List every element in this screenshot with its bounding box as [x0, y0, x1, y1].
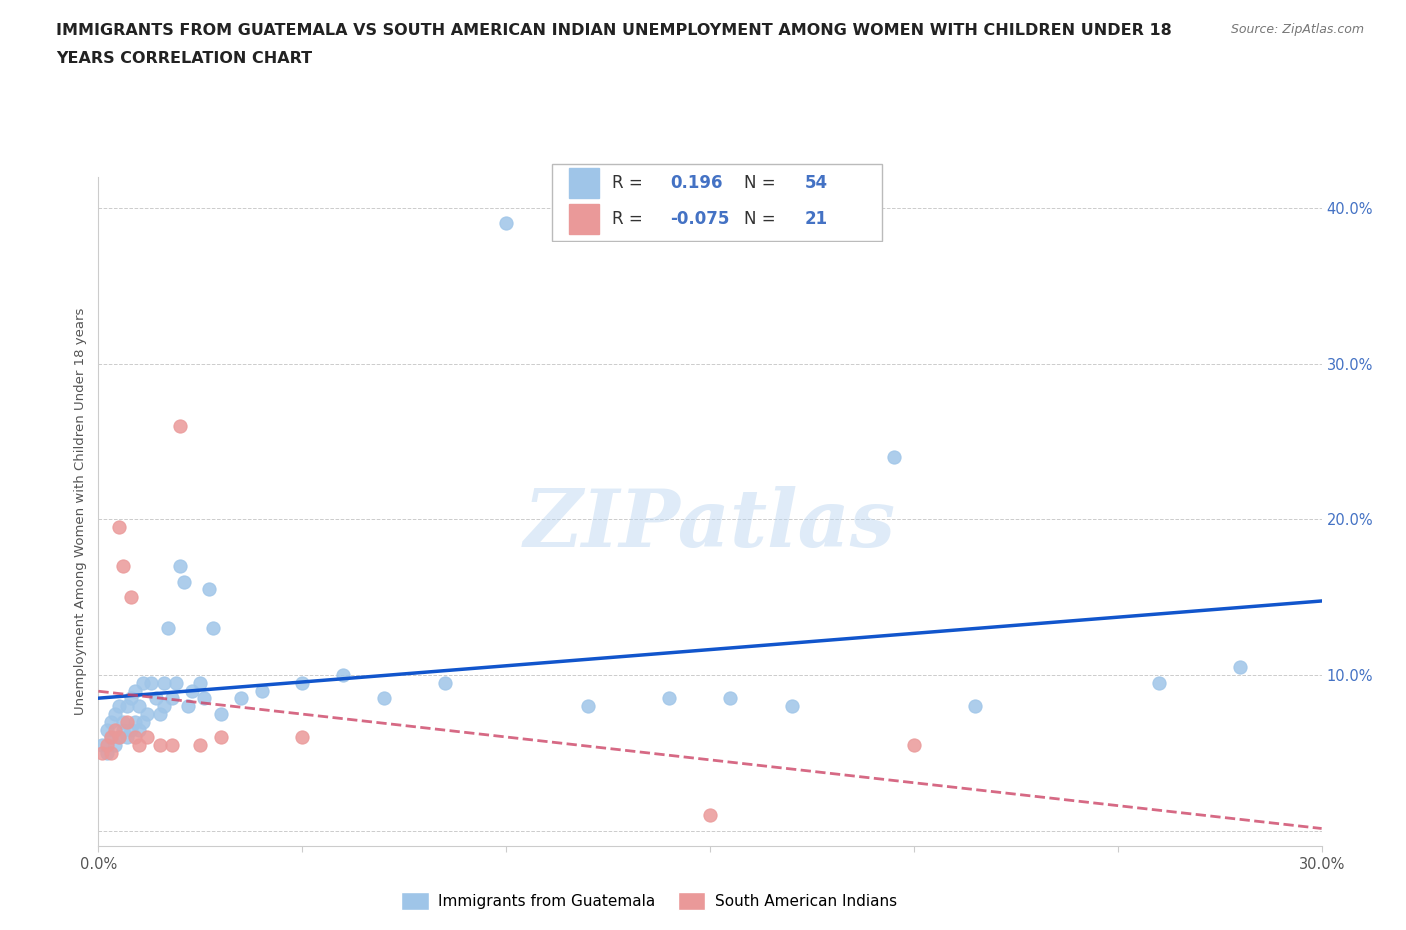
- Point: [100, 730, 122, 745]
- Point: [111, 559, 134, 574]
- Text: ZIPatlas: ZIPatlas: [524, 486, 896, 564]
- Point: [96, 737, 118, 752]
- Point: [188, 675, 212, 690]
- Point: [124, 714, 146, 729]
- Point: [115, 698, 138, 713]
- Point: [209, 730, 232, 745]
- Point: [373, 691, 395, 706]
- Point: [100, 714, 122, 729]
- Point: [124, 684, 146, 698]
- Point: [173, 574, 195, 589]
- FancyBboxPatch shape: [551, 164, 883, 241]
- Point: [136, 707, 159, 722]
- Point: [160, 737, 183, 752]
- Point: [141, 675, 163, 690]
- Point: [965, 698, 987, 713]
- Text: Source: ZipAtlas.com: Source: ZipAtlas.com: [1230, 23, 1364, 36]
- Point: [181, 684, 204, 698]
- Text: R =: R =: [613, 174, 643, 193]
- Point: [111, 722, 134, 737]
- Text: 0.196: 0.196: [669, 174, 723, 193]
- Point: [128, 698, 150, 713]
- Point: [193, 691, 215, 706]
- Point: [156, 621, 179, 636]
- Point: [658, 691, 681, 706]
- Point: [332, 668, 354, 683]
- Bar: [568, 204, 599, 234]
- Bar: [568, 168, 599, 198]
- Point: [149, 707, 172, 722]
- Point: [699, 808, 721, 823]
- Point: [434, 675, 457, 690]
- Point: [576, 698, 599, 713]
- Point: [96, 722, 118, 737]
- Point: [780, 698, 803, 713]
- Point: [152, 675, 174, 690]
- Point: [1229, 659, 1251, 674]
- Point: [136, 730, 159, 745]
- Point: [495, 216, 517, 231]
- Point: [1147, 675, 1170, 690]
- Point: [201, 621, 224, 636]
- Text: N =: N =: [744, 174, 776, 193]
- Point: [231, 691, 253, 706]
- Point: [209, 707, 232, 722]
- Point: [115, 730, 138, 745]
- Point: [169, 559, 191, 574]
- Point: [250, 684, 273, 698]
- Point: [108, 698, 131, 713]
- Point: [91, 746, 114, 761]
- Point: [100, 746, 122, 761]
- Point: [197, 582, 219, 597]
- Y-axis label: Unemployment Among Women with Children Under 18 years: Unemployment Among Women with Children U…: [75, 308, 87, 715]
- Point: [883, 449, 905, 464]
- Point: [91, 737, 114, 752]
- Point: [124, 730, 146, 745]
- Point: [188, 737, 212, 752]
- Text: R =: R =: [613, 210, 643, 228]
- Text: 54: 54: [804, 174, 828, 193]
- Point: [96, 746, 118, 761]
- Legend: Immigrants from Guatemala, South American Indians: Immigrants from Guatemala, South America…: [395, 885, 903, 916]
- Point: [104, 722, 127, 737]
- Text: -0.075: -0.075: [669, 210, 730, 228]
- Text: IMMIGRANTS FROM GUATEMALA VS SOUTH AMERICAN INDIAN UNEMPLOYMENT AMONG WOMEN WITH: IMMIGRANTS FROM GUATEMALA VS SOUTH AMERI…: [56, 23, 1173, 38]
- Text: YEARS CORRELATION CHART: YEARS CORRELATION CHART: [56, 51, 312, 66]
- Point: [169, 418, 191, 433]
- Point: [120, 722, 142, 737]
- Point: [104, 707, 127, 722]
- Point: [104, 737, 127, 752]
- Point: [128, 737, 150, 752]
- Point: [145, 691, 167, 706]
- Point: [108, 520, 131, 535]
- Point: [100, 730, 122, 745]
- Point: [177, 698, 200, 713]
- Point: [115, 714, 138, 729]
- Point: [132, 675, 155, 690]
- Point: [165, 675, 187, 690]
- Point: [132, 714, 155, 729]
- Point: [152, 698, 174, 713]
- Point: [111, 714, 134, 729]
- Point: [160, 691, 183, 706]
- Point: [120, 691, 142, 706]
- Point: [128, 722, 150, 737]
- Point: [120, 590, 142, 604]
- Point: [903, 737, 925, 752]
- Point: [291, 730, 314, 745]
- Text: N =: N =: [744, 210, 776, 228]
- Point: [108, 730, 131, 745]
- Point: [108, 730, 131, 745]
- Point: [291, 675, 314, 690]
- Point: [718, 691, 742, 706]
- Text: 21: 21: [804, 210, 828, 228]
- Point: [149, 737, 172, 752]
